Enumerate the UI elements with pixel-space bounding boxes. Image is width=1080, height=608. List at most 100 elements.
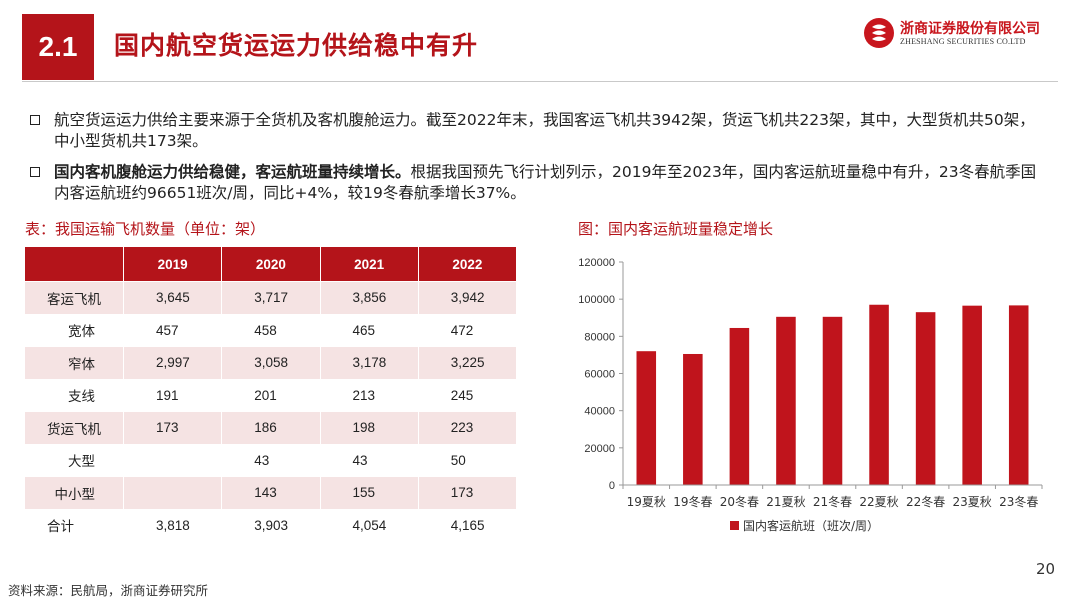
table-cell: 201 <box>221 378 321 412</box>
x-tick-label: 19夏秋 <box>627 495 666 509</box>
table-cell: 3,856 <box>320 281 419 314</box>
x-tick-label: 23冬春 <box>999 494 1038 509</box>
y-tick-label: 120000 <box>578 257 615 269</box>
bar <box>1008 305 1029 485</box>
table-cell: 213 <box>320 378 419 412</box>
table-row: 合计 3,818 3,903 4,054 4,165 <box>25 508 518 541</box>
table-cell: 2,997 <box>123 346 223 379</box>
table-header-row: 2019 2020 2021 2022 <box>25 247 518 282</box>
row-label: 合计 <box>25 508 124 541</box>
title-divider <box>22 81 1058 82</box>
bar <box>822 316 843 485</box>
section-number: 2.1 <box>22 14 94 80</box>
y-tick-label: 20000 <box>584 443 615 455</box>
table-cell <box>123 443 223 477</box>
chart-legend: 国内客运航班（班次/周） <box>730 518 879 533</box>
checkbox-bullet-icon <box>30 115 40 125</box>
x-tick-label: 22冬春 <box>906 494 945 509</box>
table-cell: 3,058 <box>221 346 321 379</box>
table-cell: 173 <box>123 411 223 444</box>
table-cell: 143 <box>221 476 321 509</box>
table-cell: 3,178 <box>320 346 419 379</box>
row-label: 宽体 <box>25 313 124 347</box>
table-cell: 4,165 <box>418 508 518 541</box>
bullet-text: 根据我国预先飞行计划列示，2019年至2023年，国内客运航班量稳中有升，23冬… <box>54 163 1037 202</box>
table-cell <box>123 476 223 509</box>
source-note: 资料来源：民航局，浙商证券研究所 <box>8 583 209 598</box>
table-cell: 50 <box>418 443 518 477</box>
table-row: 大型 43 43 50 <box>25 443 518 477</box>
y-tick-label: 60000 <box>584 369 615 381</box>
bar <box>683 353 703 485</box>
table-body: 客运飞机 3,645 3,717 3,856 3,942 宽体 457 458 465 472 窄体… <box>25 281 518 541</box>
table-cell: 458 <box>221 313 321 347</box>
table-row: 窄体 2,997 3,058 3,178 3,225 <box>25 346 518 379</box>
x-tick-label: 22夏秋 <box>859 495 898 509</box>
table-cell: 457 <box>123 313 223 347</box>
table-cell: 3,225 <box>418 346 518 379</box>
table-cell: 155 <box>320 476 419 509</box>
table-row: 宽体 457 458 465 472 <box>25 313 518 347</box>
row-label: 支线 <box>25 378 124 412</box>
y-tick-label: 80000 <box>584 331 615 343</box>
bar <box>776 316 796 485</box>
bar <box>869 304 889 485</box>
x-tick-label: 20冬春 <box>720 494 759 509</box>
table-cell: 3,942 <box>418 281 518 314</box>
table-cell: 223 <box>418 411 518 444</box>
table-cell: 198 <box>320 411 419 444</box>
table-cell: 43 <box>320 443 419 477</box>
x-tick-label: 21冬春 <box>813 494 852 509</box>
bar <box>915 312 936 485</box>
y-tick-label: 100000 <box>578 294 615 306</box>
checkbox-bullet-icon <box>30 167 40 177</box>
table-row: 货运飞机 173 186 198 223 <box>25 411 518 444</box>
bar <box>729 327 750 485</box>
table-header-cell: 2022 <box>418 247 518 282</box>
table-row: 支线 191 201 213 245 <box>25 378 518 412</box>
y-tick-label: 40000 <box>584 406 615 418</box>
aircraft-table: 2019 2020 2021 2022 客运飞机 3,645 3,717 3,856 3… <box>25 247 518 541</box>
bullet-item: 国内客机腹舱运力供给稳健，客运航班量持续增长。根据我国预先飞行计划列示，2019… <box>30 162 1040 204</box>
logo-name-en: ZHESHANG SECURITIES CO.LTD <box>900 37 1026 46</box>
row-label: 中小型 <box>25 476 124 509</box>
table-header-cell: 2019 <box>123 247 223 282</box>
bullet-text: 航空货运运力供给主要来源于全货机及客机腹舱运力。截至2022年末，我国客运飞机共… <box>54 111 1035 150</box>
x-axis: 19夏秋 19冬春 20冬春 21夏秋 21冬春 22夏秋 22冬春 23夏秋 23冬春 <box>622 484 1043 509</box>
x-tick-label: 21夏秋 <box>766 495 805 509</box>
table-cell: 3,645 <box>123 281 223 314</box>
table-cell: 3,717 <box>221 281 321 314</box>
table-row: 中小型 143 155 173 <box>25 476 518 509</box>
bullet-list: 航空货运运力供给主要来源于全货机及客机腹舱运力。截至2022年末，我国客运飞机共… <box>30 110 1040 214</box>
table-cell: 43 <box>221 443 321 477</box>
row-label: 客运飞机 <box>25 281 124 314</box>
legend-label: 国内客运航班（班次/周） <box>743 518 879 533</box>
table-cell: 472 <box>418 313 518 347</box>
table-cell: 465 <box>320 313 419 347</box>
bar-series <box>636 304 1029 485</box>
page-number: 20 <box>1036 560 1056 578</box>
y-tick-label: 0 <box>609 480 615 492</box>
row-label: 窄体 <box>25 346 124 379</box>
bullet-bold: 国内客机腹舱运力供给稳健，客运航班量持续增长。 <box>54 163 411 181</box>
table-cell: 3,903 <box>221 508 321 541</box>
legend-swatch <box>730 521 739 530</box>
table-caption: 表：我国运输飞机数量（单位：架） <box>25 220 266 238</box>
bullet-item: 航空货运运力供给主要来源于全货机及客机腹舱运力。截至2022年末，我国客运飞机共… <box>30 110 1040 152</box>
table-header-cell: 2020 <box>221 247 321 282</box>
chart-caption: 图：国内客运航班量稳定增长 <box>578 220 774 238</box>
logo-name-cn: 浙商证券股份有限公司 <box>900 21 1040 37</box>
page-title: 国内航空货运运力供给稳中有升 <box>114 31 479 60</box>
y-axis: 0 20000 40000 60000 80000 100000 120000 <box>578 257 624 492</box>
logo-mark-icon <box>864 18 894 48</box>
x-tick-label: 23夏秋 <box>953 495 992 509</box>
table-cell: 173 <box>418 476 518 509</box>
row-label: 大型 <box>25 443 124 477</box>
table-cell: 191 <box>123 378 223 412</box>
table-cell: 3,818 <box>123 508 223 541</box>
bar <box>962 305 982 485</box>
table-cell: 186 <box>221 411 321 444</box>
table-header-cell <box>25 247 124 282</box>
table-cell: 245 <box>418 378 518 412</box>
